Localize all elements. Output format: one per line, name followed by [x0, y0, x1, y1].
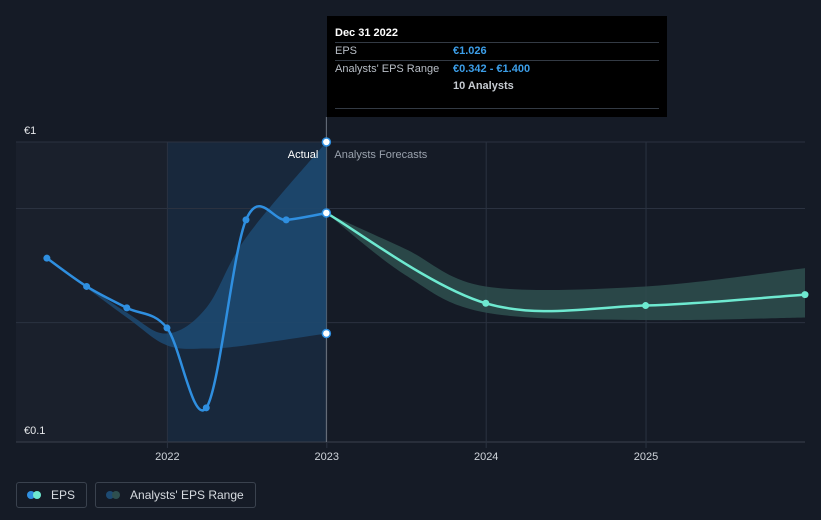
eps-chart: 2022 2023 2024 2025 €1 €0.1 Actual Analysts For…: [16, 117, 809, 463]
range-forecast-swatch: [112, 491, 121, 499]
eps-actual-point: [282, 216, 290, 224]
range-legend-icon: [106, 491, 122, 499]
eps-actual-point: [43, 254, 51, 262]
eps-actual-point: [83, 282, 91, 290]
legend-item-range[interactable]: Analysts' EPS Range: [95, 482, 256, 508]
actual-label: Actual: [288, 149, 319, 161]
y-axis-top-label: €1: [24, 125, 36, 137]
eps-actual-point: [202, 404, 210, 412]
eps-actual-point: [321, 208, 332, 218]
eps-actual-point: [123, 304, 131, 312]
tooltip-range-label: Analysts' EPS Range: [335, 63, 440, 75]
eps-actual-line: [46, 205, 327, 412]
legend: EPS Analysts' EPS Range: [16, 482, 256, 509]
tooltip-eps-label: EPS: [335, 45, 358, 57]
eps-forecast-point: [642, 302, 650, 310]
analysts-forecasts-label: Analysts Forecasts: [334, 149, 427, 161]
eps-forecast-point: [801, 291, 809, 299]
x-tick-label: 2022: [155, 451, 179, 463]
legend-item-eps[interactable]: EPS: [16, 482, 88, 508]
tooltip-analysts-label: [335, 78, 453, 95]
eps-forecast-line: [325, 211, 806, 313]
eps-actual-point: [242, 216, 250, 224]
tooltip-row-eps: EPS €1.026: [335, 42, 659, 60]
eps-legend-icon: [27, 491, 43, 499]
eps-forecast-point: [482, 299, 490, 307]
y-axis-bottom-label: €0.1: [24, 425, 45, 437]
x-tick-label: 2025: [634, 451, 658, 463]
eps-forecast-swatch: [33, 491, 41, 499]
range-marker-point: [321, 328, 332, 339]
tooltip: Dec 31 2022 EPS €1.026 Analysts' EPS Ran…: [327, 16, 667, 117]
tooltip-date: Dec 31 2022: [335, 27, 398, 39]
tooltip-row-range: Analysts' EPS Range €0.342 - €1.400: [335, 60, 659, 78]
legend-label-range: Analysts' EPS Range: [130, 488, 244, 502]
x-tick-label: 2024: [474, 451, 498, 463]
tooltip-row-analysts: 10 Analysts: [335, 78, 659, 95]
tooltip-divider: [335, 108, 659, 109]
range-marker-point: [321, 137, 332, 147]
range-past-swatch: [106, 491, 115, 499]
x-tick-label: 2023: [315, 451, 339, 463]
tooltip-analysts-value: 10 Analysts: [453, 80, 514, 92]
eps-actual-swatch: [27, 491, 35, 499]
tooltip-eps-value: €1.026: [453, 45, 487, 57]
past-range-band: [46, 142, 327, 349]
legend-label-eps: EPS: [51, 488, 76, 502]
forecast-range-band: [326, 212, 805, 321]
tooltip-range-value: €0.342 - €1.400: [453, 63, 531, 75]
eps-actual-point: [163, 324, 171, 332]
